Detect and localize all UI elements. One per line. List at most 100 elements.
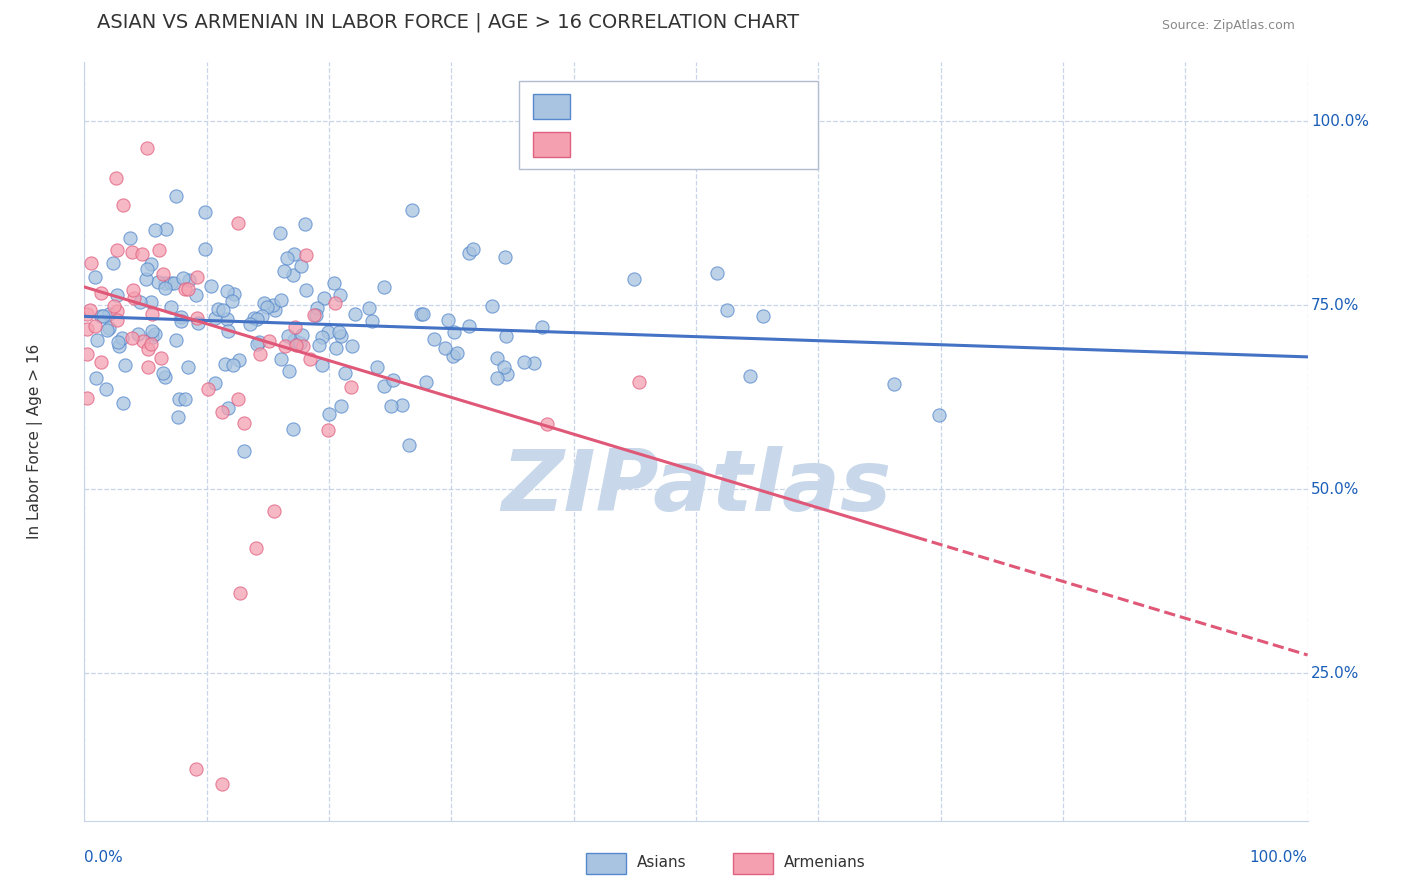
Point <box>146 275 169 289</box>
Point <box>380 399 402 413</box>
Point <box>105 287 128 301</box>
Text: 50.0%: 50.0% <box>1312 482 1360 497</box>
Point <box>108 339 131 353</box>
Point <box>165 189 187 203</box>
Text: R = -0.605   N =  57: R = -0.605 N = 57 <box>582 136 751 153</box>
Point <box>415 375 437 389</box>
Point <box>243 310 266 325</box>
Point <box>76 347 98 361</box>
FancyBboxPatch shape <box>533 132 569 157</box>
Point <box>274 339 297 353</box>
Point <box>160 300 183 314</box>
Point <box>263 504 285 518</box>
Point <box>149 351 172 366</box>
Point <box>165 333 187 347</box>
Text: Armenians: Armenians <box>785 855 866 870</box>
Point <box>443 325 465 339</box>
Point <box>436 312 458 326</box>
Point <box>107 304 129 318</box>
Point <box>141 306 163 320</box>
Point <box>101 256 124 270</box>
Point <box>294 218 316 232</box>
Point <box>357 301 380 315</box>
Point <box>96 323 118 337</box>
Point <box>283 247 305 261</box>
Point <box>257 334 280 349</box>
Point <box>84 270 107 285</box>
Point <box>360 314 382 328</box>
Point <box>105 243 128 257</box>
Point <box>111 331 134 345</box>
Point <box>177 273 200 287</box>
Point <box>329 329 352 343</box>
Point <box>291 328 314 343</box>
Point <box>523 356 546 370</box>
Point <box>135 141 157 155</box>
Point <box>139 257 162 271</box>
Point <box>153 281 176 295</box>
Point <box>495 367 517 381</box>
Point <box>311 330 333 344</box>
Point <box>214 358 236 372</box>
Point <box>76 307 98 321</box>
Point <box>84 318 107 333</box>
Text: In Labor Force | Age > 16: In Labor Force | Age > 16 <box>28 344 44 539</box>
Point <box>232 416 254 430</box>
Point <box>122 283 145 297</box>
Point <box>186 311 208 326</box>
Point <box>283 422 305 436</box>
Point <box>98 320 121 334</box>
Point <box>76 391 98 405</box>
Point <box>706 266 728 280</box>
Point <box>288 336 311 351</box>
Point <box>441 349 464 363</box>
Point <box>883 377 905 392</box>
Point <box>269 226 291 240</box>
Text: 100.0%: 100.0% <box>1250 850 1308 865</box>
Point <box>277 329 299 343</box>
Point <box>217 401 239 415</box>
Point <box>463 243 485 257</box>
Point <box>167 410 190 425</box>
Point <box>233 443 256 458</box>
Point <box>277 363 299 377</box>
Point <box>262 298 284 312</box>
Point <box>494 250 516 264</box>
Point <box>295 284 318 298</box>
Point <box>103 299 125 313</box>
Point <box>104 170 127 185</box>
Point <box>139 295 162 310</box>
FancyBboxPatch shape <box>733 854 773 874</box>
Point <box>204 311 226 326</box>
Point <box>98 307 121 321</box>
Point <box>284 320 307 334</box>
Point <box>305 308 328 322</box>
Point <box>299 352 322 367</box>
Point <box>311 358 333 372</box>
Point <box>366 360 388 375</box>
Point <box>204 376 226 390</box>
Point <box>174 282 197 296</box>
Point <box>411 307 433 321</box>
Point <box>481 299 503 313</box>
Point <box>340 339 363 353</box>
Point <box>194 204 217 219</box>
Point <box>329 287 352 301</box>
Point <box>716 303 738 318</box>
Point <box>229 586 252 600</box>
Point <box>114 358 136 372</box>
Point <box>423 332 446 346</box>
Point <box>308 338 330 352</box>
Point <box>281 268 304 282</box>
Text: 75.0%: 75.0% <box>1312 298 1360 313</box>
Point <box>401 203 423 218</box>
Point <box>302 308 325 322</box>
Point <box>253 296 276 310</box>
Point <box>127 327 149 342</box>
Point <box>176 282 198 296</box>
Point <box>160 277 183 291</box>
Point <box>148 243 170 257</box>
Text: Source: ZipAtlas.com: Source: ZipAtlas.com <box>1163 19 1295 32</box>
Point <box>169 314 191 328</box>
Point <box>344 307 367 321</box>
